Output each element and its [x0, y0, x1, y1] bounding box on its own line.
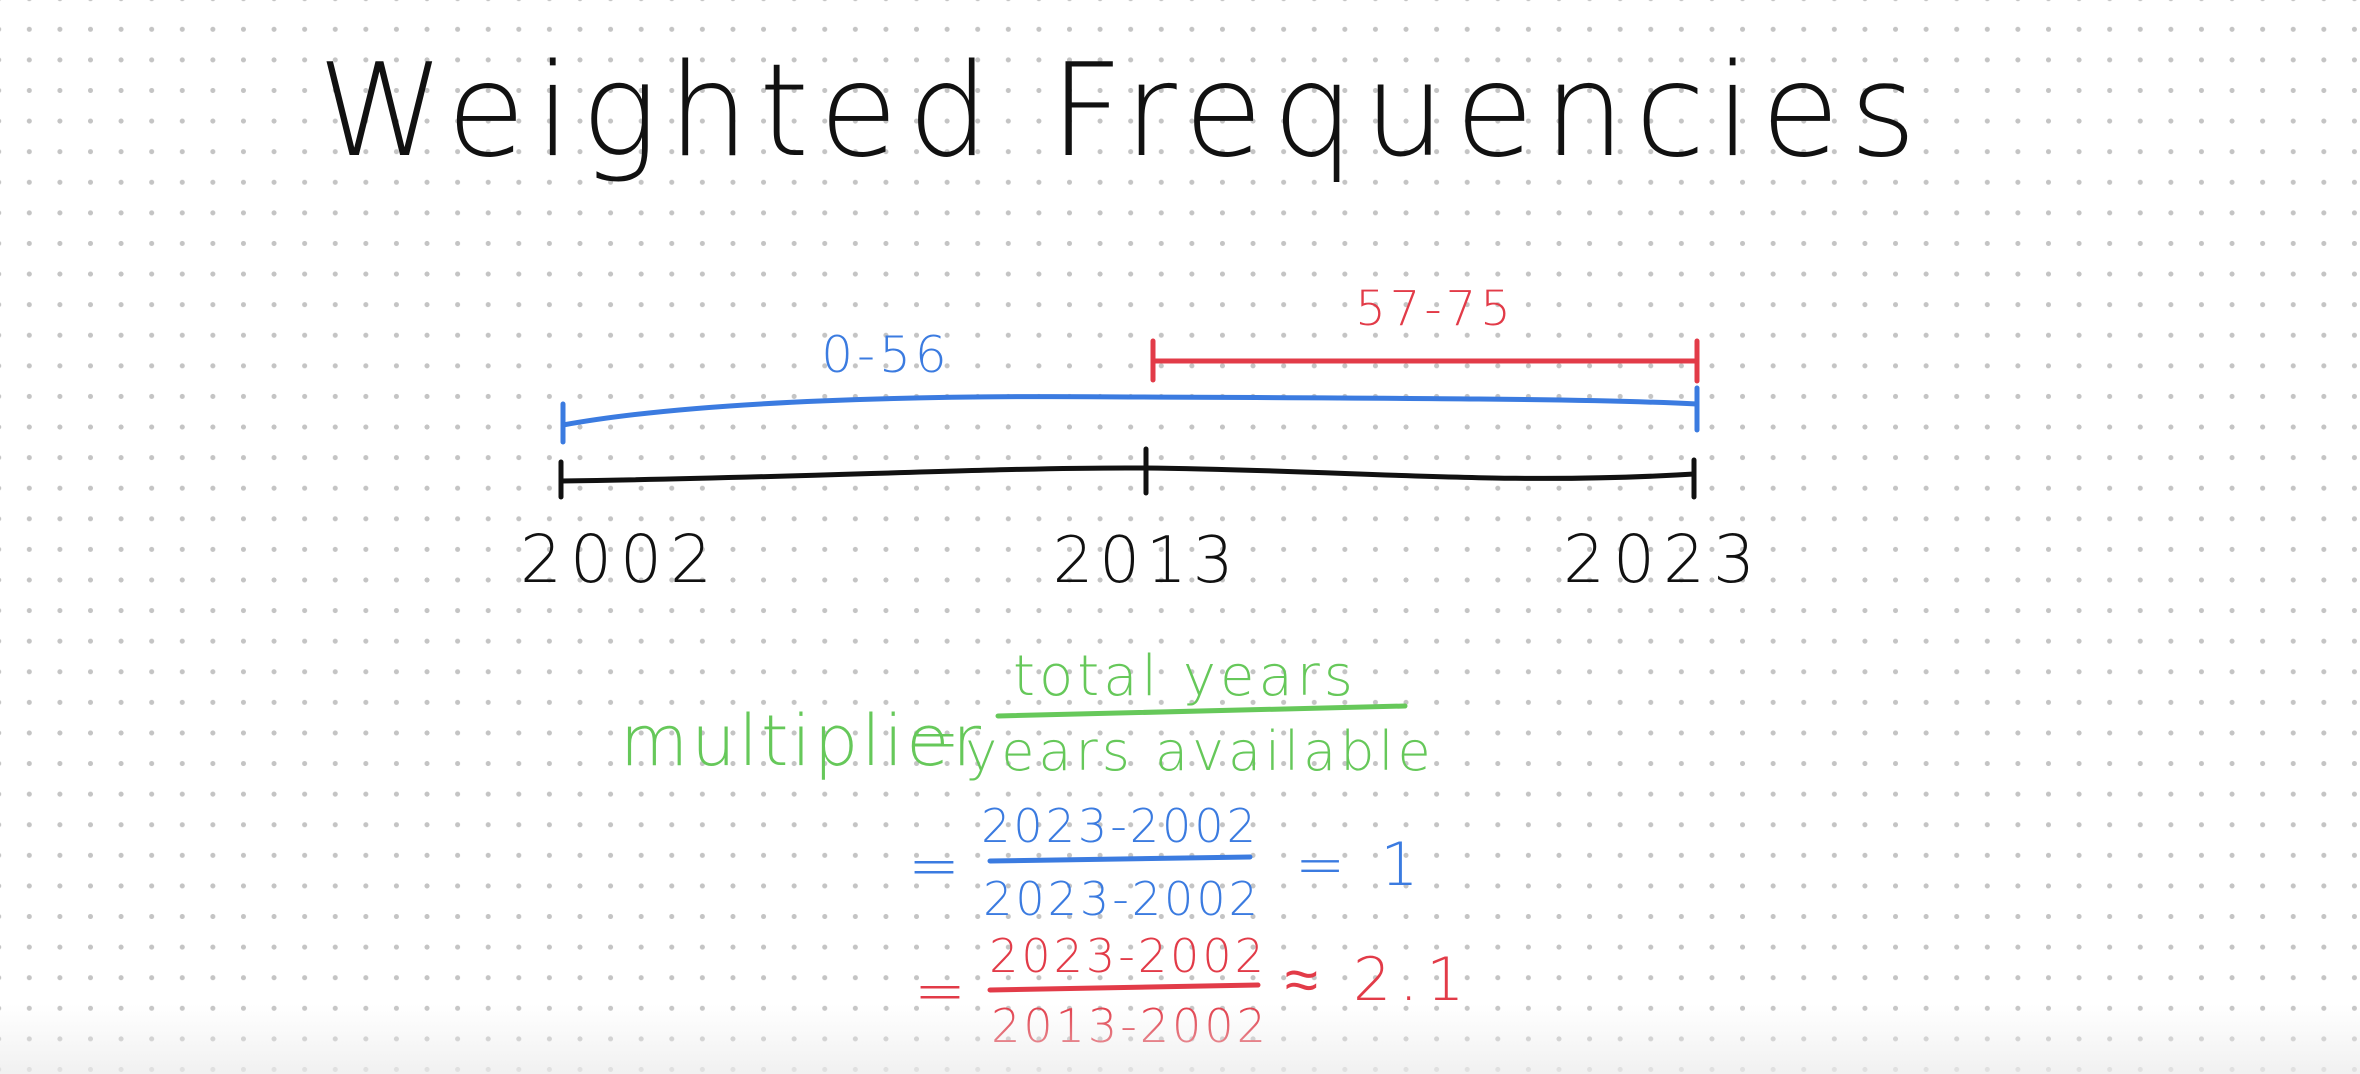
timeline-label-2002: 2002 [520, 521, 720, 598]
formula-equals: = [908, 702, 960, 775]
calc-blue-fraction-bar [987, 854, 1253, 864]
calc-row-red: = 2023-2002 2013-2002 ≈ 2.1 [914, 929, 1472, 1053]
range-blue-curve [560, 394, 1700, 428]
calc-row-blue: = 2023-2002 2023-2002 = 1 [908, 799, 1427, 926]
timeline-line [558, 465, 1697, 484]
calc-red-numerator: 2023-2002 [989, 929, 1267, 983]
calc-red-denominator: 2013-2002 [991, 999, 1269, 1053]
multiplier-formula: multiplier = total years years available [620, 644, 1435, 783]
formula-numerator: total years [1013, 644, 1357, 709]
calc-blue-result: = 1 [1295, 830, 1427, 900]
range-blue: 0-56 [560, 326, 1700, 445]
range-red: 57-75 [1150, 281, 1700, 384]
formula-fraction-bar [995, 703, 1408, 719]
range-red-label: 57-75 [1355, 281, 1514, 337]
page-title: Weighted Frequencies [318, 37, 1927, 186]
timeline-label-2013: 2013 [1053, 524, 1240, 598]
formula-denominator: years available [965, 720, 1435, 783]
calc-blue-numerator: 2023-2002 [981, 799, 1259, 853]
calc-red-result: ≈ 2.1 [1285, 945, 1472, 1015]
timeline-axis: 2002 2013 2023 [520, 446, 1763, 598]
range-blue-label: 0-56 [821, 326, 950, 384]
formula-lhs: multiplier [620, 700, 984, 782]
calc-red-equals: = [914, 954, 966, 1027]
timeline-label-2023: 2023 [1563, 521, 1763, 598]
calc-blue-denominator: 2023-2002 [983, 872, 1261, 926]
calc-blue-equals: = [908, 829, 960, 902]
calc-red-fraction-bar [987, 982, 1261, 993]
